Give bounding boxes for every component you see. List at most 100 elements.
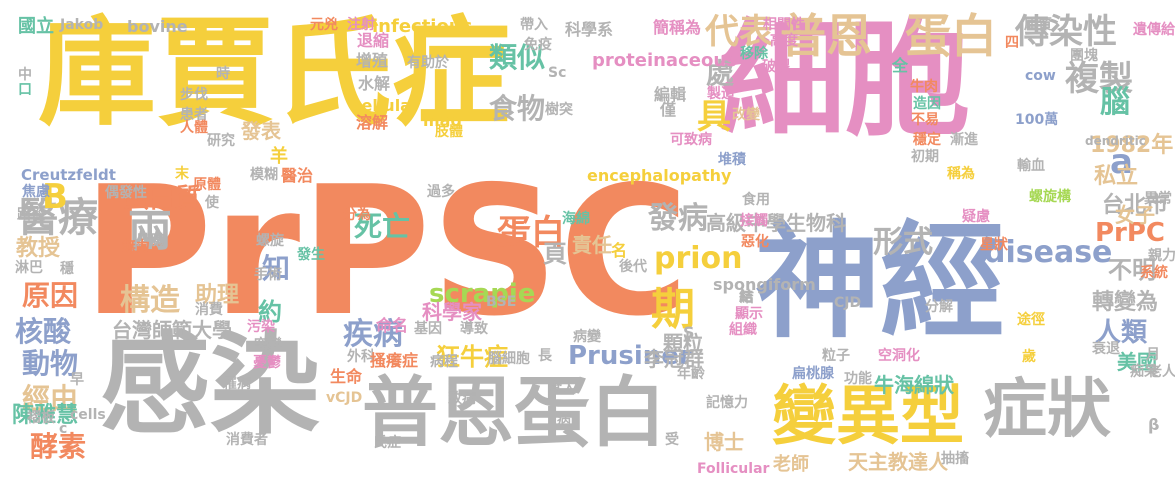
cloud-word: 老師 (773, 454, 809, 475)
cloud-word: 扁桃腺 (792, 366, 834, 382)
cloud-word: 偶發性 (105, 185, 147, 201)
cloud-word: 團塊 (1070, 48, 1098, 64)
cloud-word: 牛海綿狀 (874, 373, 954, 397)
cloud-word: S (683, 323, 695, 342)
cloud-word: 知 (262, 252, 291, 285)
cloud-word: β (1148, 415, 1160, 434)
cloud-word: 溶解 (356, 113, 389, 132)
cloud-word: 患者 (180, 107, 208, 123)
cloud-word: 功能 (844, 371, 872, 387)
cloud-word: 顯示 (735, 306, 763, 322)
cloud-word: 穩 (60, 261, 74, 277)
cloud-word: encephalopathy (587, 166, 732, 185)
cloud-word: 途徑 (1017, 312, 1045, 328)
cloud-word: 褶板 (27, 410, 55, 426)
cloud-word: 代表 (705, 12, 773, 52)
cloud-word: 結 (739, 289, 753, 305)
cloud-word: 蛋白 (905, 9, 997, 63)
cloud-word: 遺傳給 (1133, 22, 1175, 38)
cloud-word: 發病 (648, 201, 708, 236)
cloud-word: 空洞化 (878, 348, 920, 364)
cloud-word: 普恩 (780, 9, 872, 63)
cloud-word: 助理 (195, 283, 240, 308)
cloud-word: 導致 (460, 321, 488, 337)
cloud-word: disease (984, 235, 1113, 270)
cloud-word: 科學系 (565, 20, 614, 39)
cloud-word: 移除 (740, 46, 768, 62)
cloud-word: 破裂 (762, 59, 790, 75)
cloud-word: 變異型 (772, 380, 964, 454)
cloud-word: 李冠群 (644, 347, 704, 371)
cloud-word: 螺旋 (256, 233, 284, 249)
cloud-word: 兩 (128, 206, 172, 257)
cloud-word: 食用 (742, 192, 770, 208)
cloud-word: 羊 (270, 146, 288, 167)
cloud-word: 僅 (660, 100, 677, 119)
cloud-word: 外科 (347, 349, 375, 365)
cloud-word: 脾臟 (137, 233, 165, 249)
cloud-word: 路徑 (17, 207, 45, 223)
cloud-word: 約 (258, 298, 282, 326)
cloud-word: 頁 (543, 240, 567, 268)
cloud-word: mad (423, 111, 462, 130)
cloud-word: 經由 (22, 382, 79, 415)
cloud-word: 記憶力 (706, 395, 748, 411)
cloud-word: 處 (706, 57, 735, 90)
cloud-word: 憂鬱 (253, 355, 281, 371)
cloud-word: BSE (486, 294, 517, 310)
cloud-word: 模糊 (250, 167, 278, 183)
cloud-word: 酵素 (30, 430, 87, 463)
cloud-word: 美國 (1117, 350, 1157, 374)
cloud-word: 末 (175, 166, 189, 182)
cloud-word: Creutzfeldt (21, 166, 116, 184)
cloud-word: 疑慮 (962, 209, 990, 225)
cloud-word: 淋巴 (15, 260, 43, 276)
cloud-word: 複製 (1065, 59, 1133, 99)
cloud-word: 中 (18, 67, 32, 83)
cloud-word: 全 (892, 56, 909, 75)
cloud-word: 時 (216, 66, 230, 82)
cloud-word: 初期 (911, 149, 939, 165)
cloud-word: 命名 (376, 316, 409, 335)
cloud-word: 手術 (254, 267, 282, 283)
cloud-word: c (59, 421, 68, 437)
cloud-word: 食入 (548, 381, 576, 397)
cloud-word: 元兇 (310, 17, 338, 33)
cloud-word: 系統 (1140, 265, 1168, 281)
cloud-word: 突變 (254, 337, 282, 353)
cloud-word: 焦慮 (22, 184, 50, 200)
cloud-word: 有助於 (407, 55, 449, 71)
cloud-word: 簡稱為 (653, 18, 702, 37)
cloud-word: 症狀 (983, 373, 1111, 447)
cloud-word: 注射 (347, 17, 375, 33)
cloud-word: 歲 (1022, 349, 1036, 365)
cloud-word: Follicular (697, 461, 770, 477)
cloud-word: 樹突 (545, 102, 573, 118)
cloud-word: 食物 (489, 92, 546, 125)
cloud-word: 天主教達人 (848, 450, 948, 474)
cloud-word: 名 (611, 241, 628, 260)
cloud-word: 退縮 (357, 31, 390, 50)
cloud-word: 生命 (330, 367, 363, 386)
cloud-word: 發表 (241, 119, 281, 143)
cloud-word: 高度 (770, 33, 798, 49)
cloud-word: 不易 (911, 112, 939, 128)
cloud-word: 增殖 (356, 51, 389, 70)
cloud-word: 堆積 (718, 152, 746, 168)
cloud-word: 疾病 (343, 317, 403, 352)
cloud-word: 相關性 (763, 17, 805, 33)
cloud-word: 病 (557, 412, 571, 428)
cloud-word: 病變 (573, 329, 601, 345)
cloud-word: 研究 (207, 133, 235, 149)
cloud-word: 核酸 (15, 315, 72, 348)
cloud-word: 國立 (18, 16, 54, 37)
cloud-word: PrPC (1095, 218, 1166, 248)
cloud-word: 衰退 (1092, 341, 1120, 357)
cloud-word: 蛋白 (497, 213, 565, 253)
cloud-word: B (42, 177, 68, 217)
cloud-word: cellular (352, 96, 419, 115)
cloud-word: 結 (740, 290, 754, 306)
cloud-word: 庫賈氏症 (38, 4, 511, 142)
cloud-word: 科學家 (422, 300, 482, 324)
cloud-word: 高級中學生物科 (706, 211, 846, 235)
